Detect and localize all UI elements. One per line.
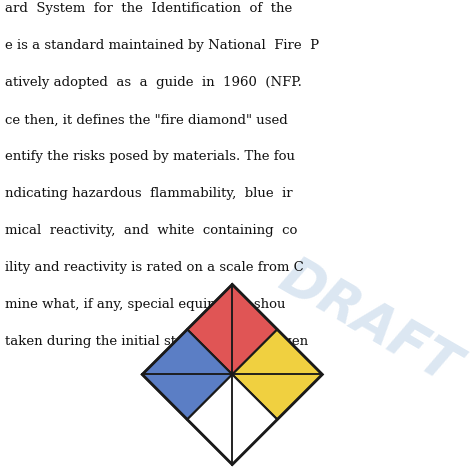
Text: ndicating hazardous  flammability,  blue  ir: ndicating hazardous flammability, blue i… [5,187,292,200]
Polygon shape [187,284,277,374]
Text: taken during the initial stages of an emergen: taken during the initial stages of an em… [5,335,308,348]
Text: ility and reactivity is rated on a scale from C: ility and reactivity is rated on a scale… [5,261,303,274]
Text: e is a standard maintained by National  Fire  P: e is a standard maintained by National F… [5,39,319,52]
Text: DRAFT: DRAFT [271,250,468,394]
Polygon shape [142,329,232,419]
Text: entify the risks posed by materials. The fou: entify the risks posed by materials. The… [5,150,295,163]
Text: mine what, if any, special equipment shou: mine what, if any, special equipment sho… [5,298,285,311]
Polygon shape [232,329,322,419]
Text: ard  System  for  the  Identification  of  the: ard System for the Identification of the [5,2,292,15]
Text: mical  reactivity,  and  white  containing  co: mical reactivity, and white containing c… [5,224,297,237]
Text: ce then, it defines the "fire diamond" used: ce then, it defines the "fire diamond" u… [5,113,288,126]
Polygon shape [187,374,277,465]
Text: atively adopted  as  a  guide  in  1960  (NFP.: atively adopted as a guide in 1960 (NFP. [5,76,301,89]
